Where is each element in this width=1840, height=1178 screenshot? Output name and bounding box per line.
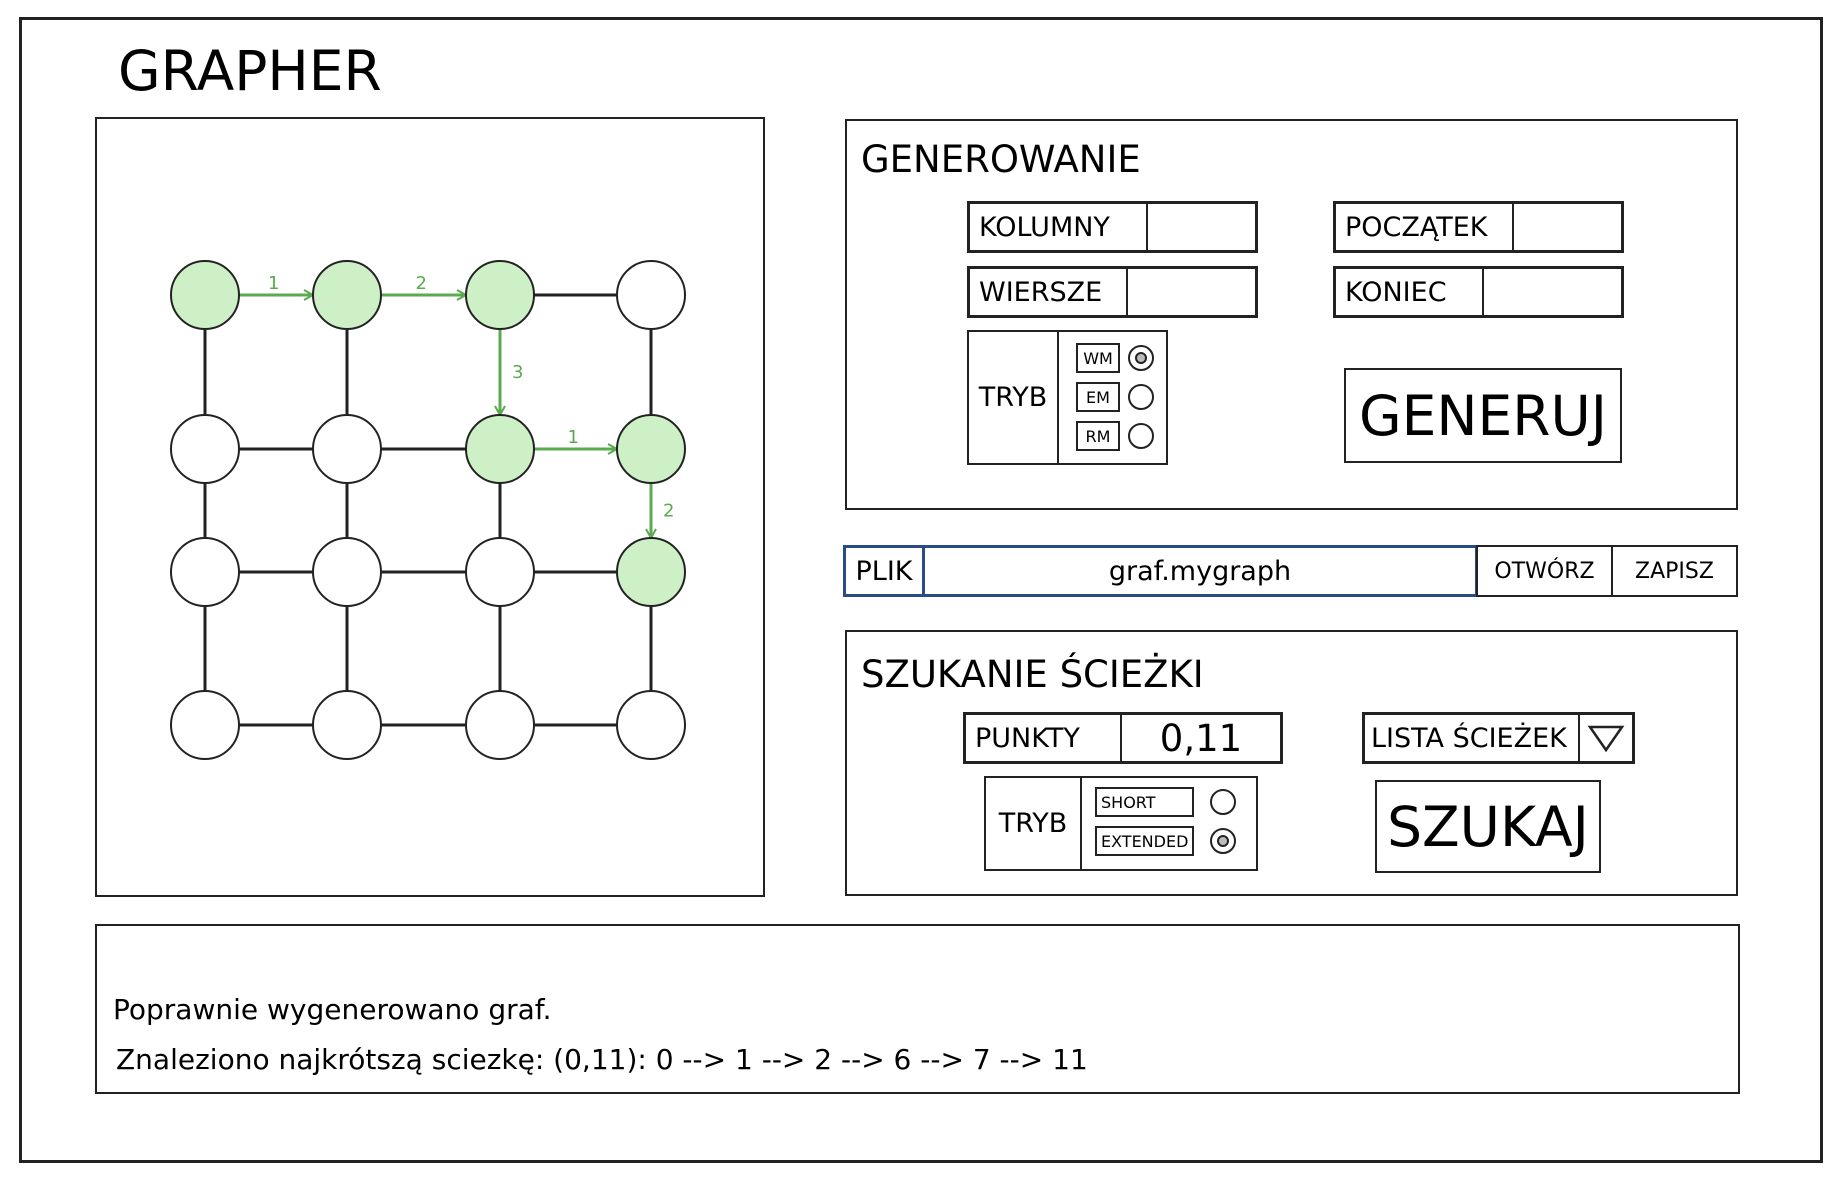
mode-short-radio[interactable] [1210, 789, 1236, 815]
save-button[interactable]: ZAPISZ [1611, 545, 1738, 597]
path-list-dropdown[interactable]: LISTA ŚCIEŻEK [1362, 712, 1635, 764]
graph-node-highlighted [312, 260, 382, 330]
log-line: Poprawnie wygenerowano graf. [113, 993, 552, 1026]
mode-option-wm[interactable]: WM [1076, 343, 1154, 373]
mode-rm-label: RM [1076, 421, 1120, 451]
mode-em-radio[interactable] [1128, 384, 1154, 410]
mode-wm-label: WM [1076, 343, 1120, 373]
log-panel: Poprawnie wygenerowano graf. Znaleziono … [95, 924, 1740, 1094]
mode-extended-label: EXTENDED [1095, 826, 1194, 856]
graph-node-highlighted [616, 414, 686, 484]
graph-node-highlighted [465, 260, 535, 330]
mode-em-label: EM [1076, 382, 1120, 412]
file-bar: PLIK graf.mygraph OTWÓRZ ZAPISZ [843, 545, 1738, 597]
window-frame [19, 17, 1823, 1163]
path-search-title: SZUKANIE ŚCIEŻKI [861, 653, 1204, 696]
generation-mode-label: TRYB [969, 332, 1059, 463]
edge-weight-label: 1 [268, 273, 279, 294]
points-label: PUNKTY [966, 715, 1122, 761]
generation-panel: GENEROWANIE KOLUMNY WIERSZE POCZĄTEK KON… [845, 119, 1738, 510]
chevron-down-icon[interactable] [1578, 715, 1632, 761]
start-label: POCZĄTEK [1336, 204, 1514, 250]
mode-option-em[interactable]: EM [1076, 382, 1154, 412]
file-input-group: PLIK graf.mygraph [843, 545, 1478, 597]
end-label: KONIEC [1336, 269, 1484, 315]
start-input[interactable] [1514, 204, 1621, 250]
file-label: PLIK [846, 548, 925, 594]
generation-mode-group: TRYB WM EM RM [967, 330, 1168, 465]
mode-short-label: SHORT [1095, 787, 1194, 817]
graph-svg: 1 2 3 1 2 [170, 260, 686, 760]
search-mode-options: SHORT EXTENDED [1082, 778, 1256, 869]
columns-input[interactable] [1148, 204, 1255, 250]
columns-label: KOLUMNY [970, 204, 1148, 250]
start-field: POCZĄTEK [1333, 201, 1624, 253]
search-button[interactable]: SZUKAJ [1375, 780, 1601, 873]
edge-weight-label: 1 [568, 427, 579, 448]
points-field: PUNKTY 0,11 [963, 712, 1283, 764]
generate-button[interactable]: GENERUJ [1344, 368, 1622, 463]
mode-option-rm[interactable]: RM [1076, 421, 1154, 451]
mode-option-short[interactable]: SHORT [1095, 787, 1236, 817]
graph-node [465, 537, 535, 607]
file-name-input[interactable]: graf.mygraph [1108, 555, 1292, 587]
points-input[interactable]: 0,11 [1159, 716, 1243, 760]
mode-rm-radio[interactable] [1128, 423, 1154, 449]
open-button[interactable]: OTWÓRZ [1476, 545, 1613, 597]
end-input[interactable] [1484, 269, 1621, 315]
graph-node [170, 414, 240, 484]
edge-weight-label: 2 [416, 273, 427, 294]
graph-node [170, 537, 240, 607]
mode-option-extended[interactable]: EXTENDED [1095, 826, 1236, 856]
edge-weight-label: 3 [512, 362, 523, 383]
generation-mode-options: WM EM RM [1059, 332, 1166, 463]
search-mode-group: TRYB SHORT EXTENDED [984, 776, 1258, 871]
rows-input[interactable] [1128, 269, 1255, 315]
graph-node [312, 690, 382, 760]
edge-weight-label: 2 [663, 501, 674, 522]
graph-node-highlighted [170, 260, 240, 330]
log-line: Znaleziono najkrótszą sciezkę: (0,11): 0… [116, 1043, 1088, 1076]
graph-node [465, 690, 535, 760]
graph-node-highlighted [616, 537, 686, 607]
mode-extended-radio[interactable] [1210, 828, 1236, 854]
end-field: KONIEC [1333, 266, 1624, 318]
graph-node [312, 537, 382, 607]
path-list-label: LISTA ŚCIEŻEK [1371, 722, 1567, 754]
app-title: GRAPHER [118, 39, 382, 103]
graph-node [616, 260, 686, 330]
graph-node [170, 690, 240, 760]
generation-title: GENEROWANIE [861, 138, 1141, 181]
search-mode-label: TRYB [986, 778, 1082, 869]
graph-node-highlighted [465, 414, 535, 484]
path-search-panel: SZUKANIE ŚCIEŻKI PUNKTY 0,11 LISTA ŚCIEŻ… [845, 630, 1738, 896]
rows-field: WIERSZE [967, 266, 1258, 318]
graph-canvas[interactable]: 1 2 3 1 2 [95, 117, 765, 897]
columns-field: KOLUMNY [967, 201, 1258, 253]
graph-node [312, 414, 382, 484]
mode-wm-radio[interactable] [1128, 345, 1154, 371]
rows-label: WIERSZE [970, 269, 1128, 315]
graph-node [616, 690, 686, 760]
